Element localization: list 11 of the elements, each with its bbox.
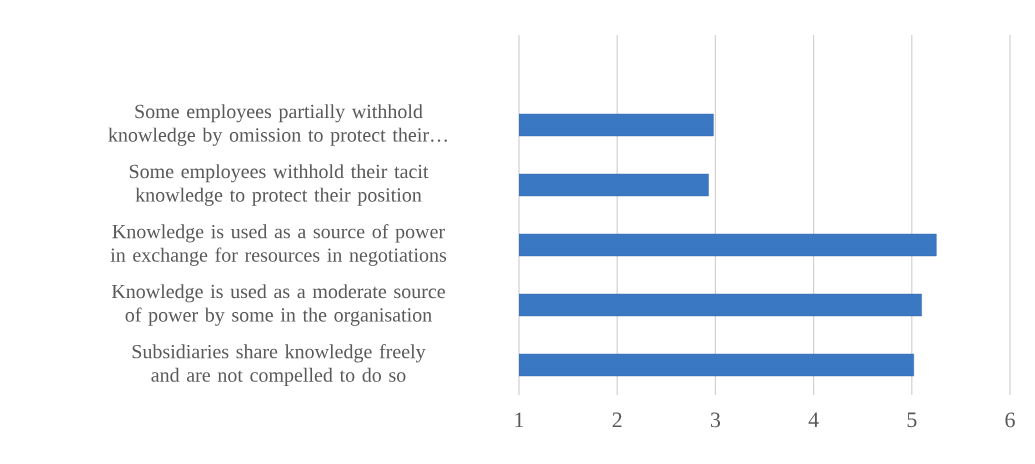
x-tick-label: 3	[710, 412, 721, 428]
x-tick-label: 1	[515, 412, 524, 428]
y-tick-label: Knowledge is used as a source of power in exchange for resources in negotiations	[110, 224, 447, 266]
x-tick-label: 6	[1005, 412, 1015, 428]
x-tick-label: 4	[808, 412, 819, 428]
y-tick-label: Subsidiaries share knowledge freely and are not compelled to do so	[132, 344, 426, 386]
y-tick-label: Some employees withhold their tacit knowledge to protect their position	[129, 164, 429, 206]
x-tick-label: 5	[907, 412, 917, 428]
x-tick-label: 2	[612, 412, 622, 428]
y-tick-label: Some employees partially withhold knowledge by omission to protect their…	[108, 104, 447, 146]
y-tick-label: Knowledge is used as a moderate source of power by some in the organisation	[111, 284, 445, 326]
